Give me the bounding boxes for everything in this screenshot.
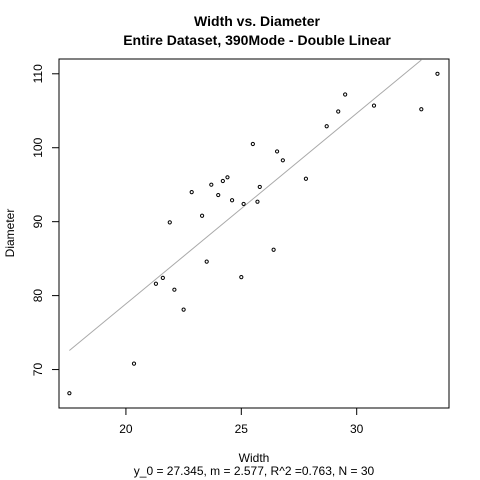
x-axis-label: Width <box>239 451 270 465</box>
y-tick-label: 100 <box>31 137 45 157</box>
regression-line <box>69 59 422 351</box>
data-point <box>239 275 244 280</box>
data-point <box>131 361 137 366</box>
chart-subtitle: Entire Dataset, 390Mode - Double Linear <box>123 32 391 48</box>
fit-summary: y_0 = 27.345, m = 2.577, R^2 =0.763, N =… <box>134 464 375 478</box>
data-point <box>220 178 225 184</box>
data-point <box>257 184 262 190</box>
data-point <box>303 176 309 181</box>
data-point <box>67 391 72 396</box>
x-axis: 20 25 30 <box>119 408 364 436</box>
data-point <box>167 220 172 225</box>
data-point <box>271 247 276 252</box>
y-tick-label: 90 <box>31 215 45 229</box>
data-point <box>241 201 246 207</box>
data-point <box>343 92 348 97</box>
data-points <box>67 71 440 396</box>
x-tick-label: 30 <box>350 422 364 436</box>
data-point <box>204 259 209 264</box>
data-point <box>250 141 255 147</box>
data-point <box>199 213 205 218</box>
plot-frame <box>58 58 450 409</box>
y-axis: 70 80 90 100 110 <box>31 64 59 376</box>
data-point <box>172 287 177 292</box>
data-point <box>435 71 440 76</box>
data-point <box>324 124 329 129</box>
data-point <box>153 281 159 286</box>
y-tick-label: 70 <box>31 363 45 377</box>
data-point <box>255 199 260 204</box>
data-point <box>160 275 165 280</box>
data-point <box>216 192 221 198</box>
y-axis-label: Diameter <box>3 209 17 258</box>
chart-title: Width vs. Diameter <box>194 13 320 29</box>
data-point <box>225 175 230 180</box>
data-point <box>209 182 214 187</box>
data-point <box>371 103 377 108</box>
data-point <box>336 109 341 114</box>
x-tick-label: 20 <box>119 422 133 436</box>
x-tick-label: 25 <box>235 422 249 436</box>
data-point <box>280 158 285 163</box>
data-point <box>274 149 280 154</box>
data-point <box>419 107 424 112</box>
data-point <box>189 189 194 195</box>
y-tick-label: 110 <box>31 64 45 83</box>
data-point <box>181 307 186 312</box>
y-tick-label: 80 <box>31 289 45 303</box>
data-point <box>229 198 235 203</box>
